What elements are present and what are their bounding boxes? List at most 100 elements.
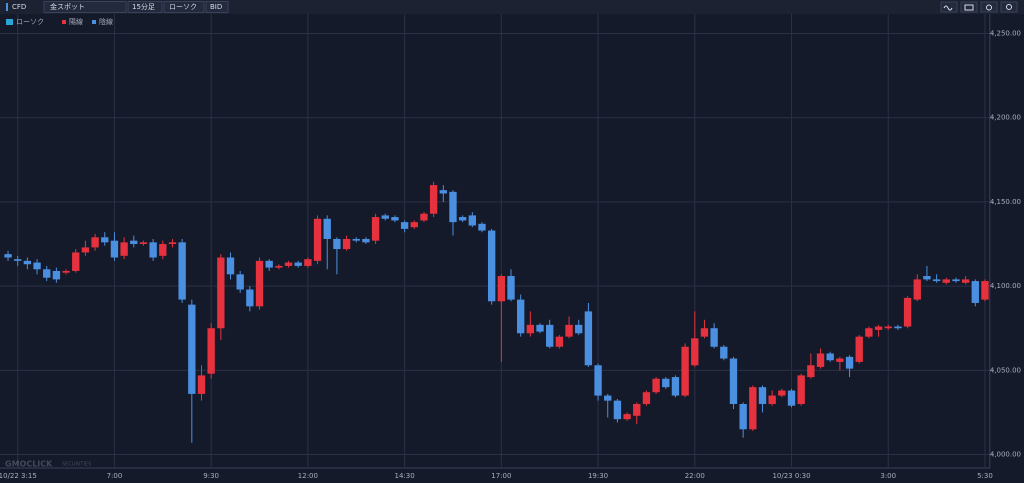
legend-label: 陽線 (69, 17, 83, 26)
candle-body (217, 257, 225, 329)
candle-body (391, 217, 399, 221)
candle-body (662, 378, 670, 388)
candle-body (526, 324, 535, 334)
y-tick-label: 4,050.00 (990, 366, 1021, 374)
draw-icon (964, 4, 974, 11)
candle-body (652, 378, 660, 393)
candle-body (517, 299, 525, 334)
toolbar-bg (0, 0, 1024, 14)
settings-icon (1006, 4, 1012, 10)
candle-body (855, 336, 863, 362)
watermark: GMOCLICK SECURITIES (5, 460, 91, 469)
y-tick-label: 4,150.00 (990, 198, 1021, 206)
candle-body (197, 375, 206, 394)
candle-body (439, 190, 447, 194)
candle-body (555, 336, 564, 347)
candle-body (874, 326, 883, 330)
candle-body (565, 324, 573, 337)
candle-body (507, 276, 515, 300)
candle-body (130, 240, 138, 245)
candle-body (613, 400, 622, 420)
candle-body (149, 242, 157, 258)
candle-body (81, 247, 90, 253)
candle-body (255, 260, 264, 307)
y-tick-label: 4,200.00 (990, 114, 1021, 122)
candle-body (981, 281, 989, 300)
candle-body (101, 237, 109, 243)
candle-body (710, 328, 718, 347)
candle-body (110, 240, 119, 258)
candle-body (468, 215, 476, 226)
settings-button[interactable] (1000, 1, 1018, 13)
toolbar-marker (6, 3, 8, 11)
candle-body (168, 242, 177, 245)
capture-button[interactable] (980, 1, 998, 13)
candle-body (246, 289, 254, 307)
x-tick-label: 10/23 0:30 (772, 472, 810, 480)
candle-body (604, 395, 612, 401)
candle-body (778, 390, 786, 396)
legend-toggle[interactable] (6, 19, 13, 25)
indicator-button[interactable] (940, 1, 958, 13)
candle-body (807, 365, 815, 378)
candle-body (797, 375, 805, 405)
candle-body (633, 404, 641, 416)
candle-body (971, 281, 979, 303)
candle-body (265, 260, 273, 268)
candle-body (787, 390, 796, 406)
y-tick-label: 4,250.00 (990, 30, 1021, 38)
x-tick-label: 22:00 (685, 472, 705, 480)
candle-body (826, 353, 834, 361)
candle-body (836, 358, 844, 362)
candle-body (400, 222, 409, 229)
x-tick-label: 19:30 (588, 472, 608, 480)
candle-body (91, 237, 99, 248)
candle-body (304, 259, 312, 266)
candle-body (758, 387, 767, 405)
market: CFD (12, 3, 26, 11)
draw-button[interactable] (960, 1, 978, 13)
interval-select[interactable] (127, 1, 163, 13)
candle-body (952, 279, 960, 282)
candle-body (487, 230, 496, 302)
candle-body (371, 217, 380, 241)
candle-body (284, 262, 293, 266)
legend-title: ローソク (16, 18, 44, 26)
candles (4, 181, 989, 443)
x-tick-label: 10/22 3:15 (0, 472, 37, 480)
candle-body (178, 242, 186, 300)
candle-body (942, 279, 950, 283)
legend-swatch (62, 20, 66, 24)
candle-body (894, 326, 902, 329)
candle-body (33, 262, 41, 270)
candle-body (4, 254, 12, 258)
candle-body (23, 260, 32, 265)
symbol-select[interactable] (43, 1, 127, 13)
candle-body (226, 257, 235, 275)
legend: ローソク 陽線 陰線 (6, 17, 113, 26)
candle-body (420, 213, 428, 221)
candle-body (294, 262, 302, 266)
candle-body (671, 377, 680, 396)
candle-body (275, 265, 283, 268)
candle-body (594, 365, 602, 396)
price-type: BID (210, 3, 222, 11)
candle-body (458, 217, 467, 221)
legend-label: 陰線 (99, 17, 113, 26)
toolbar: CFD 金スポット 15分足 ローソク BID (0, 0, 1024, 14)
candle-body (342, 238, 351, 250)
candle-body (72, 252, 80, 271)
candle-body (816, 353, 825, 367)
candle-body (429, 185, 438, 214)
candle-body (903, 297, 912, 327)
watermark-brand: GMOCLICK (5, 460, 53, 469)
price-select[interactable] (205, 1, 229, 13)
symbol: 金スポット (50, 2, 85, 11)
candle-body (14, 259, 22, 261)
chart-type-select[interactable] (163, 1, 205, 13)
candle-body (352, 238, 360, 241)
candle-body (961, 279, 970, 283)
candle-body (681, 346, 689, 396)
candle-body (623, 414, 631, 420)
x-tick-label: 7:00 (107, 472, 123, 480)
